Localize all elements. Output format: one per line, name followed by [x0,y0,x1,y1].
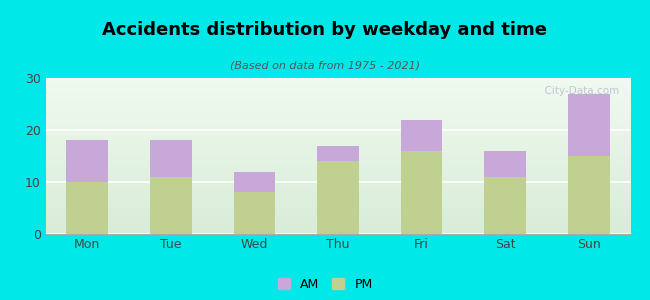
Bar [66,182,108,234]
Bar [484,151,526,177]
Bar [568,156,610,234]
Bar [233,192,276,234]
Text: (Based on data from 1975 - 2021): (Based on data from 1975 - 2021) [230,60,420,70]
Bar [317,161,359,234]
Bar [568,94,610,156]
Text: City-Data.com: City-Data.com [538,86,619,96]
Bar [400,151,443,234]
Legend: AM, PM: AM, PM [278,278,372,291]
Bar [150,177,192,234]
Bar [484,177,526,234]
Bar [400,120,443,151]
Bar [233,172,276,192]
Bar [66,140,108,182]
Text: Accidents distribution by weekday and time: Accidents distribution by weekday and ti… [103,21,547,39]
Bar [150,140,192,177]
Bar [317,146,359,161]
